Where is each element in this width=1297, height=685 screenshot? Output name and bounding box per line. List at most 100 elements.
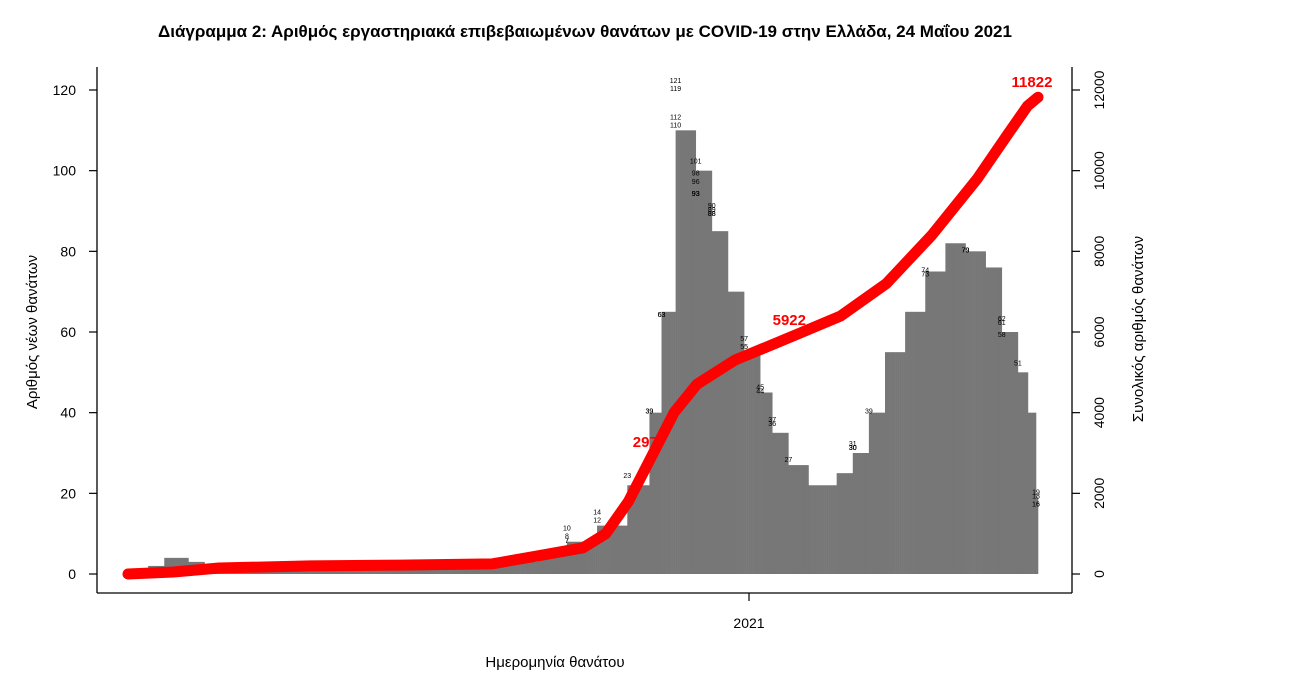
bar (627, 485, 630, 574)
bar (673, 311, 676, 574)
bar (1001, 332, 1005, 574)
bar (448, 565, 451, 574)
bar-value-label: 30 (849, 445, 857, 452)
bar (649, 412, 652, 574)
bar-value-label: 89 (708, 207, 716, 214)
y-right-tick-label: 8000 (1091, 236, 1107, 267)
bar (935, 271, 938, 574)
bar (921, 311, 924, 574)
bar-value-label: 7 (565, 538, 569, 545)
bar (893, 352, 896, 574)
bar (945, 243, 948, 574)
y-right-tick-label: 10000 (1091, 151, 1107, 190)
bar (685, 130, 688, 574)
bar (822, 485, 825, 574)
bar (882, 412, 886, 574)
bar (500, 561, 503, 574)
bar (643, 485, 646, 574)
bar (337, 569, 340, 574)
bar (341, 569, 344, 574)
bar (782, 432, 785, 574)
bar (291, 569, 294, 574)
bar-value-label: 90 (708, 203, 716, 210)
bar (939, 271, 942, 574)
bar (506, 561, 509, 574)
bar (472, 565, 475, 574)
bar (925, 271, 928, 574)
bar (323, 569, 326, 574)
bar (796, 465, 799, 574)
y-left-tick-label: 20 (60, 485, 76, 501)
bar (989, 267, 992, 574)
bar (949, 243, 952, 574)
bar (1035, 497, 1039, 574)
bar-value-label: 110 (670, 122, 681, 129)
bar (593, 541, 596, 574)
bar (562, 553, 566, 574)
bar-value-label: 57 (740, 336, 748, 343)
bar (738, 291, 741, 574)
bar (911, 311, 914, 574)
bar (858, 453, 862, 574)
bar (969, 251, 972, 574)
cumulative-value-label: 297 (633, 434, 658, 451)
bar (740, 291, 743, 574)
bar (355, 569, 358, 574)
bar (474, 565, 477, 574)
bar (311, 569, 314, 574)
bar (711, 231, 715, 575)
bar (532, 561, 535, 574)
bar (407, 569, 411, 574)
bar (552, 553, 556, 574)
bar (399, 569, 403, 574)
bar (872, 412, 876, 574)
bar-value-label: 39 (646, 409, 654, 416)
bar (405, 569, 409, 574)
bar (681, 130, 684, 574)
bar (570, 541, 574, 574)
bar (333, 569, 336, 574)
bar (482, 565, 485, 574)
bar (816, 485, 819, 574)
y-right-tick-label: 2000 (1091, 478, 1107, 509)
chart-title: Διάγραμμα 2: Αριθμός εργαστηριακά επιβεβ… (158, 22, 1012, 41)
bar (413, 569, 417, 574)
bar (784, 432, 787, 574)
bar (679, 130, 682, 574)
bar (838, 473, 841, 574)
bar (415, 569, 419, 574)
bar (599, 525, 602, 574)
cumulative-value-label: 11822 (1012, 74, 1053, 91)
bar (683, 130, 686, 574)
bar (913, 311, 916, 574)
bar (458, 565, 461, 574)
bar-value-label: 39 (865, 409, 873, 416)
y-axis-left-title: Αριθμός νέων θανάτων (24, 255, 41, 409)
bar (462, 565, 465, 574)
bar (659, 412, 662, 574)
bar (285, 569, 288, 574)
bar (848, 473, 852, 574)
y-right-tick-label: 4000 (1091, 397, 1107, 428)
bar (846, 473, 850, 574)
bar-value-label: 88 (708, 211, 716, 218)
bar (347, 569, 350, 574)
bar (585, 541, 588, 574)
bar (895, 352, 898, 574)
bar (645, 485, 648, 574)
bar-value-label: 101 (690, 159, 702, 166)
bar-value-label: 96 (692, 179, 700, 186)
bar-value-label: 45 (756, 385, 764, 392)
bar (454, 565, 457, 574)
bar (915, 311, 918, 574)
bar (456, 565, 459, 574)
y-left-tick-label: 60 (60, 324, 76, 340)
bar-value-label: 14 (593, 510, 601, 517)
bar (164, 557, 167, 574)
bar (387, 569, 391, 574)
bar-value-label: 79 (962, 247, 970, 254)
bar (556, 553, 560, 574)
bar (812, 485, 815, 574)
bar (744, 352, 747, 574)
